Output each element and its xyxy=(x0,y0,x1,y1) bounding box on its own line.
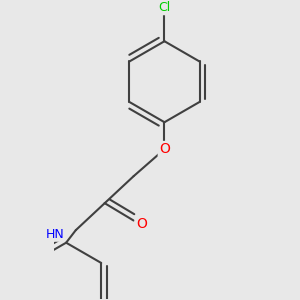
Text: O: O xyxy=(136,218,147,231)
Text: HN: HN xyxy=(46,227,64,241)
Text: O: O xyxy=(159,142,170,156)
Text: Cl: Cl xyxy=(158,1,171,14)
